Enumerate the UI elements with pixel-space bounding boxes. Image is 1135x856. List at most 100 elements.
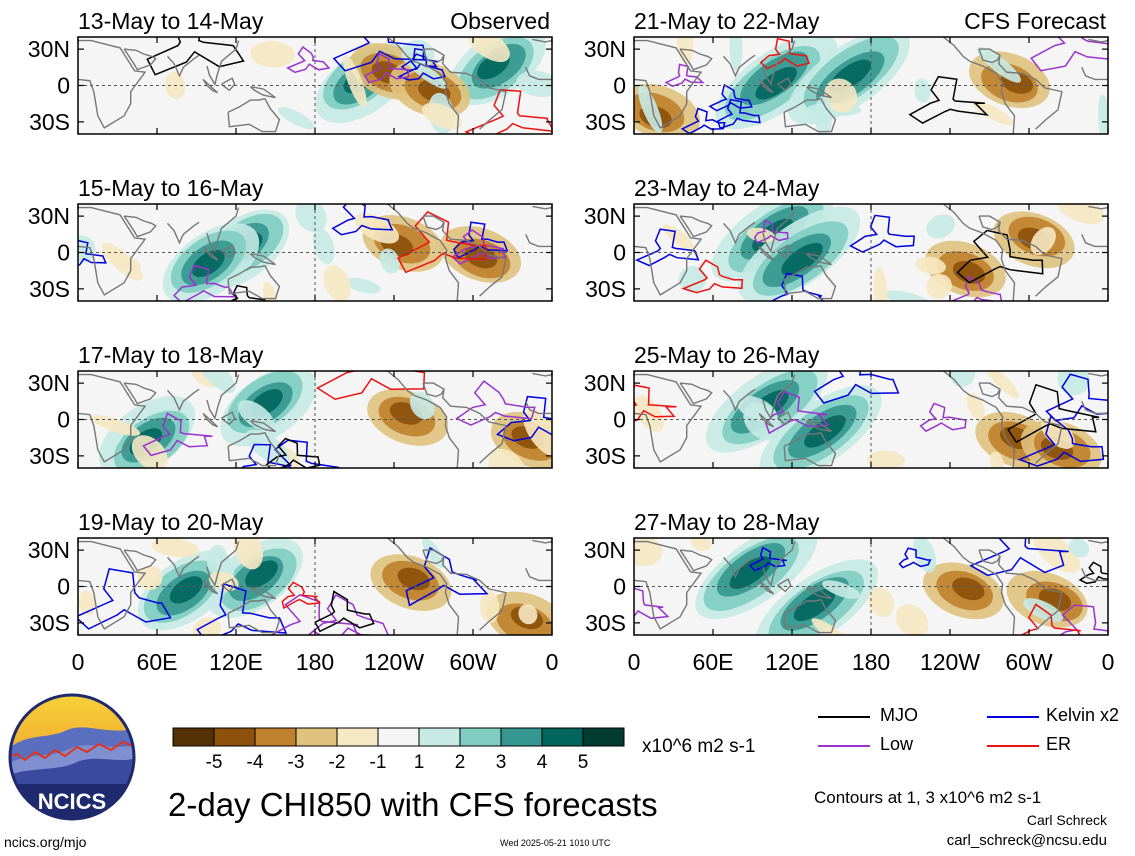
panel-title: 27-May to 28-May [634,509,820,535]
contour-kelvin [1045,373,1108,422]
contour-low [950,274,1003,301]
contour-mjo [1006,383,1100,444]
contour-kelvin [634,228,700,267]
lat-tick-label: 30S [29,610,70,636]
lat-tick-label: 30S [585,443,626,469]
column-header-forecast: CFS Forecast [964,8,1106,34]
author-name: Carl Schreck [1026,812,1107,828]
contour-low [363,52,410,84]
contour-kelvin [716,98,761,130]
contour-low [1059,604,1108,635]
lon-tick-label: 120E [209,649,263,675]
contour-er [464,89,552,134]
colorbar-swatch [541,727,584,747]
contour-kelvin [331,204,394,236]
lon-tick-label: 60W [449,649,497,675]
lon-tick-label: 60E [693,649,734,675]
lat-tick-label: 0 [613,240,626,266]
colorbar-tick-label: -2 [329,752,346,773]
contour-kelvin [78,239,107,266]
legend-kelvin-label: Kelvin x2 [1046,705,1120,725]
lat-tick-label: 0 [57,240,70,266]
panel-title: 17-May to 18-May [78,342,264,368]
contour-low [634,587,670,620]
colorbar: -5 -4 -3 -2 -1 1 2 3 4 5 [172,727,625,773]
author-email: carl_schreck@ncsu.edu [946,832,1107,849]
contour-low [1030,37,1108,72]
contour-low [307,593,389,635]
colorbar-tick-label: 2 [455,752,466,773]
contour-kelvin [1017,415,1105,467]
panel-forecast-1: 23-May to 24-May 30N 0 30S [584,175,1109,302]
contour-kelvin [78,568,172,630]
lon-tick-label: 0 [1102,649,1115,675]
contour-kelvin [708,83,753,112]
lat-tick-label: 30N [28,537,70,563]
lon-tick-label: 0 [72,649,85,675]
colorbar-swatch [336,727,379,747]
lat-tick-label: 30S [585,610,626,636]
lat-tick-label: 0 [613,574,626,600]
contour-er [759,37,811,70]
colorbar-swatch [213,727,256,747]
lon-tick-label: 60W [1005,649,1053,675]
timestamp: Wed 2025-05-21 1010 UTC [500,838,611,848]
lon-tick-label: 120E [765,649,819,675]
colorbar-tick-label: 5 [578,752,589,773]
panel-title: 25-May to 26-May [634,342,820,368]
contour-kelvin [813,371,900,404]
panel-forecast-0: 21-May to 22-May CFS Forecast 30N 0 30S [584,8,1109,135]
legend-mjo-line [818,716,870,718]
colorbar-swatch [254,727,297,747]
colorbar-tick-label: -5 [206,752,223,773]
contour-kelvin [332,37,428,72]
lat-tick-label: 30N [28,370,70,396]
contour-kelvin [496,395,552,442]
panel-forecast-2: 25-May to 26-May 30N 0 30S [584,342,1109,469]
contour-mjo [265,437,321,468]
contour-mjo [1078,561,1108,585]
legend-low-line [818,745,870,747]
legend-er-label: ER [1046,734,1072,754]
ncics-logo: NCICS [8,693,136,821]
contour-er [1020,603,1081,635]
contour-mjo [908,75,989,124]
lat-tick-label: 30N [584,537,626,563]
contour-kelvin [749,546,787,572]
contour-er [634,384,677,422]
contour-mjo [146,37,245,76]
lat-tick-label: 0 [613,407,626,433]
contour-kelvin [196,582,288,635]
lat-tick-label: 30N [584,36,626,62]
colorbar-swatch [172,727,215,747]
panel-title: 23-May to 24-May [634,175,820,201]
site-link[interactable]: ncics.org/mjo [4,834,87,850]
lon-tick-label: 60E [137,649,178,675]
contour-kelvin [969,538,1069,577]
colorbar-swatch [295,727,338,747]
panel-observed-2: 17-May to 18-May 30N 0 30S [28,342,553,469]
contour-kelvin [240,443,292,468]
lat-tick-label: 0 [57,73,70,99]
lat-tick-label: 0 [57,407,70,433]
contour-er [281,581,322,610]
column-header-observed: Observed [450,8,550,34]
contour-kelvin [898,547,932,569]
panel-title: 21-May to 22-May [634,8,820,34]
colorbar-tick-label: 3 [496,752,507,773]
contour-kelvin [273,439,340,468]
lat-tick-label: 30N [28,36,70,62]
colorbar-swatch [377,727,420,747]
panel-observed-1: 15-May to 16-May 30N 0 30S [28,175,553,302]
lon-tick-label: 180 [296,649,334,675]
lat-tick-label: 30S [585,109,626,135]
panel-title: 19-May to 20-May [78,509,264,535]
lat-tick-label: 0 [57,574,70,600]
panel-title: 15-May to 16-May [78,175,264,201]
legend-kelvin-line [987,716,1039,718]
colorbar-tick-label: -4 [247,752,264,773]
contour-mjo [314,590,375,633]
panel-title: 13-May to 14-May [78,8,264,34]
logo-text: NCICS [38,789,106,814]
